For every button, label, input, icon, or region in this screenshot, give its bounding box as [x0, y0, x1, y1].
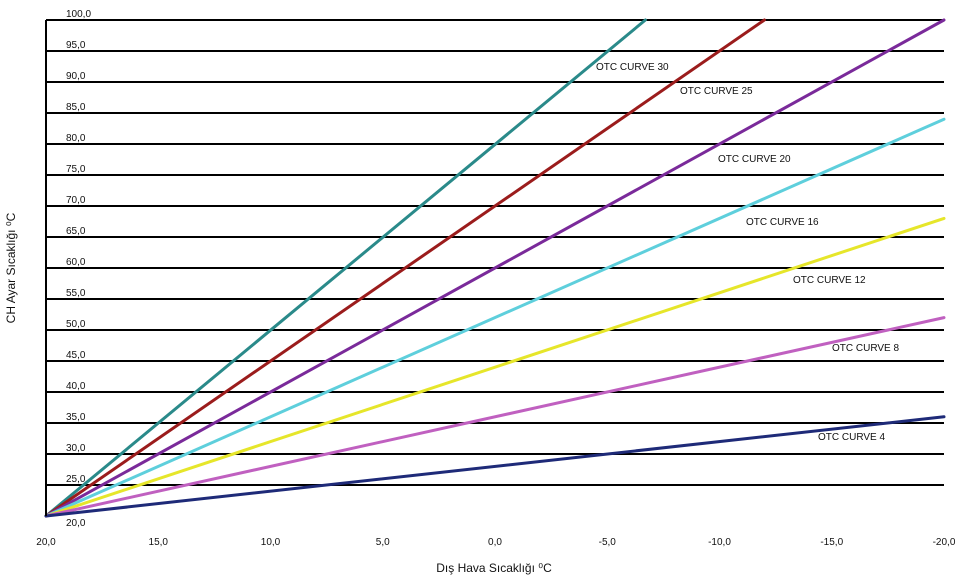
x-tick-label: 0,0 — [488, 537, 502, 548]
curve-label-otc-curve-12: OTC CURVE 12 — [793, 275, 866, 286]
y-tick-label: 45,0 — [66, 350, 86, 361]
x-tick-label: 10,0 — [261, 537, 281, 548]
curve-label-otc-curve-4: OTC CURVE 4 — [818, 432, 885, 443]
y-tick-label: 25,0 — [66, 474, 86, 485]
y-tick-label: 80,0 — [66, 133, 86, 144]
x-tick-label: 15,0 — [149, 537, 169, 548]
y-tick-label: 35,0 — [66, 412, 86, 423]
x-tick-label: -10,0 — [708, 537, 731, 548]
x-tick-label: 20,0 — [36, 537, 56, 548]
x-tick-label: -5,0 — [599, 537, 617, 548]
curve-line-otc-curve-16 — [44, 117, 946, 518]
y-tick-label: 65,0 — [66, 226, 86, 237]
curve-label-otc-curve-16: OTC CURVE 16 — [746, 217, 819, 228]
grid-lines — [46, 19, 944, 486]
curve-line-otc-curve-4 — [44, 415, 946, 518]
x-tick-label: -20,0 — [933, 537, 956, 548]
x-axis-title: Dış Hava Sıcaklığı ⁰C — [436, 561, 552, 575]
curve-labels: OTC CURVE 30 OTC CURVE 25 OTC CURVE 20 OTC … — [596, 62, 899, 443]
y-tick-label: 95,0 — [66, 40, 86, 51]
y-tick-labels: 20,0 25,0 30,0 35,0 40,0 45,0 50,0 55,0 60,0 65,0… — [66, 9, 91, 529]
curve-label-otc-curve-30: OTC CURVE 30 — [596, 62, 669, 73]
y-tick-label: 85,0 — [66, 102, 86, 113]
y-tick-label: 40,0 — [66, 381, 86, 392]
curve-label-otc-curve-20: OTC CURVE 20 — [718, 154, 791, 165]
y-tick-label: 100,0 — [66, 9, 91, 20]
y-tick-label: 55,0 — [66, 288, 86, 299]
y-tick-label: 90,0 — [66, 71, 86, 82]
curve-line-otc-curve-8 — [44, 316, 946, 518]
x-tick-labels: 20,0 15,0 10,0 5,0 0,0 -5,0 -10,0 -15,0 -20,0 — [36, 537, 956, 548]
y-tick-label: 70,0 — [66, 195, 86, 206]
curve-line-otc-curve-20 — [44, 18, 946, 518]
curve-label-otc-curve-25: OTC CURVE 25 — [680, 86, 753, 97]
curve-line-otc-curve-25 — [44, 18, 766, 518]
y-axis-title: CH Ayar Sıcaklığı ⁰C — [4, 212, 18, 323]
x-tick-label: 5,0 — [376, 537, 390, 548]
curve-label-otc-curve-8: OTC CURVE 8 — [832, 343, 899, 354]
y-tick-label: 50,0 — [66, 319, 86, 330]
y-tick-label: 30,0 — [66, 443, 86, 454]
y-tick-label: 75,0 — [66, 164, 86, 175]
y-tick-label: 60,0 — [66, 257, 86, 268]
x-tick-label: -15,0 — [820, 537, 843, 548]
y-tick-label: 20,0 — [66, 518, 86, 529]
curve-line-otc-curve-12 — [44, 216, 946, 518]
curve-line-otc-curve-30 — [44, 18, 647, 518]
curve-lines — [44, 18, 946, 518]
